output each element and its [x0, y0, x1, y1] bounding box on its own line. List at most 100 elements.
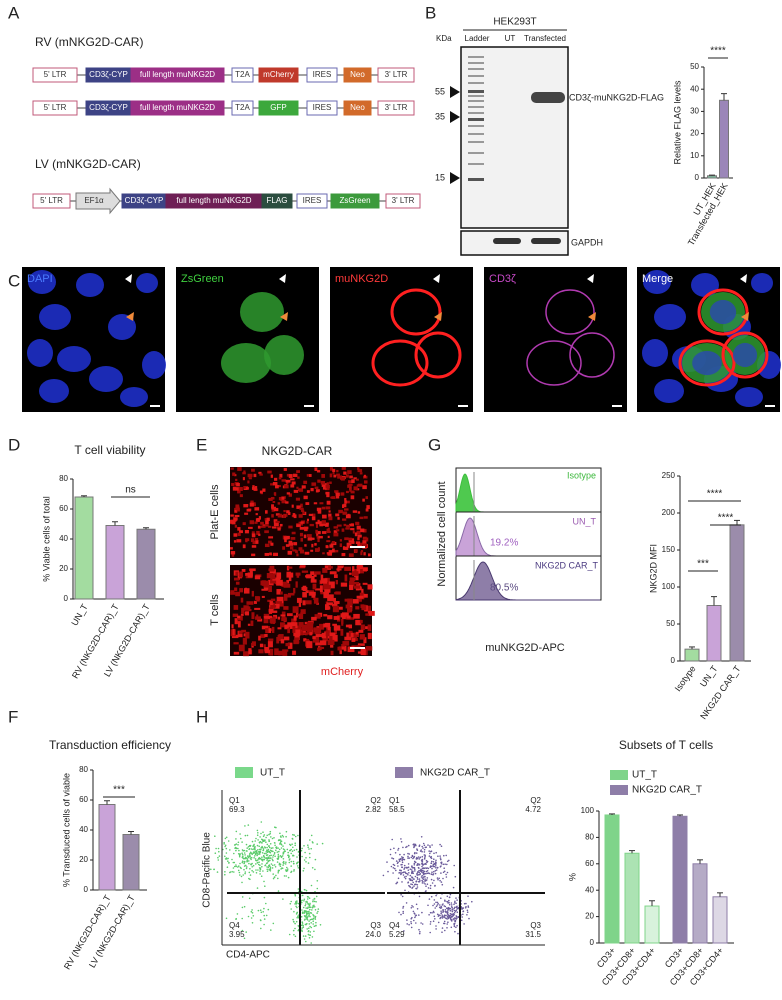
event — [424, 872, 426, 875]
construct-element — [377, 100, 415, 116]
speck — [292, 549, 297, 552]
event — [440, 862, 443, 865]
event — [306, 898, 309, 900]
event — [418, 871, 421, 874]
event — [429, 866, 432, 868]
speck — [326, 530, 331, 534]
event — [249, 852, 251, 855]
legend-swatch — [395, 767, 413, 778]
speck — [357, 483, 363, 487]
event — [301, 911, 304, 913]
event — [282, 858, 285, 860]
event — [272, 854, 275, 857]
speck — [243, 470, 246, 474]
event — [265, 902, 267, 905]
event — [432, 910, 435, 913]
event — [224, 858, 227, 860]
speck — [340, 582, 348, 587]
event — [454, 901, 456, 904]
event — [310, 884, 313, 887]
speck — [314, 571, 321, 575]
event — [294, 922, 296, 925]
event — [407, 874, 409, 876]
y-tick-label: 60 — [59, 504, 68, 513]
event — [434, 870, 437, 872]
event — [448, 859, 450, 862]
speck — [287, 550, 293, 555]
speck — [248, 609, 252, 612]
event — [284, 842, 286, 844]
speck — [235, 505, 240, 510]
speck — [292, 626, 296, 633]
event — [453, 903, 455, 906]
speck — [316, 602, 319, 605]
y-tick-label: 150 — [662, 545, 676, 554]
speck — [337, 475, 342, 479]
event — [303, 859, 306, 861]
speck — [325, 484, 330, 489]
speck — [302, 511, 306, 515]
event — [421, 911, 423, 914]
event — [401, 866, 404, 869]
speck — [277, 502, 281, 505]
event — [453, 911, 456, 914]
speck — [330, 650, 334, 656]
band-label: CD3ζ-muNKG2D-FLAG — [569, 92, 664, 102]
event — [272, 847, 274, 849]
event — [412, 870, 414, 873]
event — [237, 847, 239, 850]
bar — [98, 804, 116, 891]
event — [315, 901, 317, 903]
event — [291, 843, 293, 845]
event — [314, 909, 317, 911]
speck — [326, 528, 329, 533]
event — [266, 859, 268, 861]
membrane — [371, 339, 429, 387]
speck — [277, 627, 282, 630]
speck — [294, 625, 302, 632]
speck — [333, 474, 337, 478]
event — [415, 844, 417, 847]
speck — [305, 575, 309, 578]
x-tick-label: Isotype — [673, 664, 698, 694]
bar — [707, 175, 717, 179]
event — [466, 909, 469, 912]
event — [245, 843, 248, 846]
event — [439, 857, 442, 859]
speck — [306, 534, 312, 538]
event — [252, 864, 255, 867]
event — [268, 839, 270, 841]
event — [309, 912, 312, 914]
legend-label: UT_T — [260, 768, 285, 779]
speck — [334, 629, 337, 635]
event — [429, 884, 432, 887]
speck — [350, 495, 355, 500]
nucleus — [89, 366, 123, 392]
event — [398, 860, 401, 862]
event — [439, 904, 441, 906]
event — [268, 833, 270, 836]
event — [309, 856, 311, 859]
event — [311, 936, 314, 938]
event — [389, 853, 392, 856]
event — [411, 872, 413, 875]
speck — [275, 513, 280, 516]
speck — [347, 484, 352, 488]
event — [432, 873, 435, 875]
event — [260, 858, 263, 861]
event — [262, 831, 264, 833]
event — [228, 862, 230, 864]
nucleus — [27, 339, 53, 367]
event — [247, 856, 250, 859]
event — [446, 901, 449, 903]
event — [435, 869, 438, 871]
axis-title: CD4-APC — [226, 950, 270, 961]
speck — [306, 518, 310, 521]
event — [274, 866, 277, 868]
speck — [264, 518, 268, 521]
event — [427, 867, 430, 870]
event — [302, 906, 305, 909]
speck — [304, 528, 308, 532]
speck — [340, 492, 345, 496]
speck — [242, 477, 245, 481]
